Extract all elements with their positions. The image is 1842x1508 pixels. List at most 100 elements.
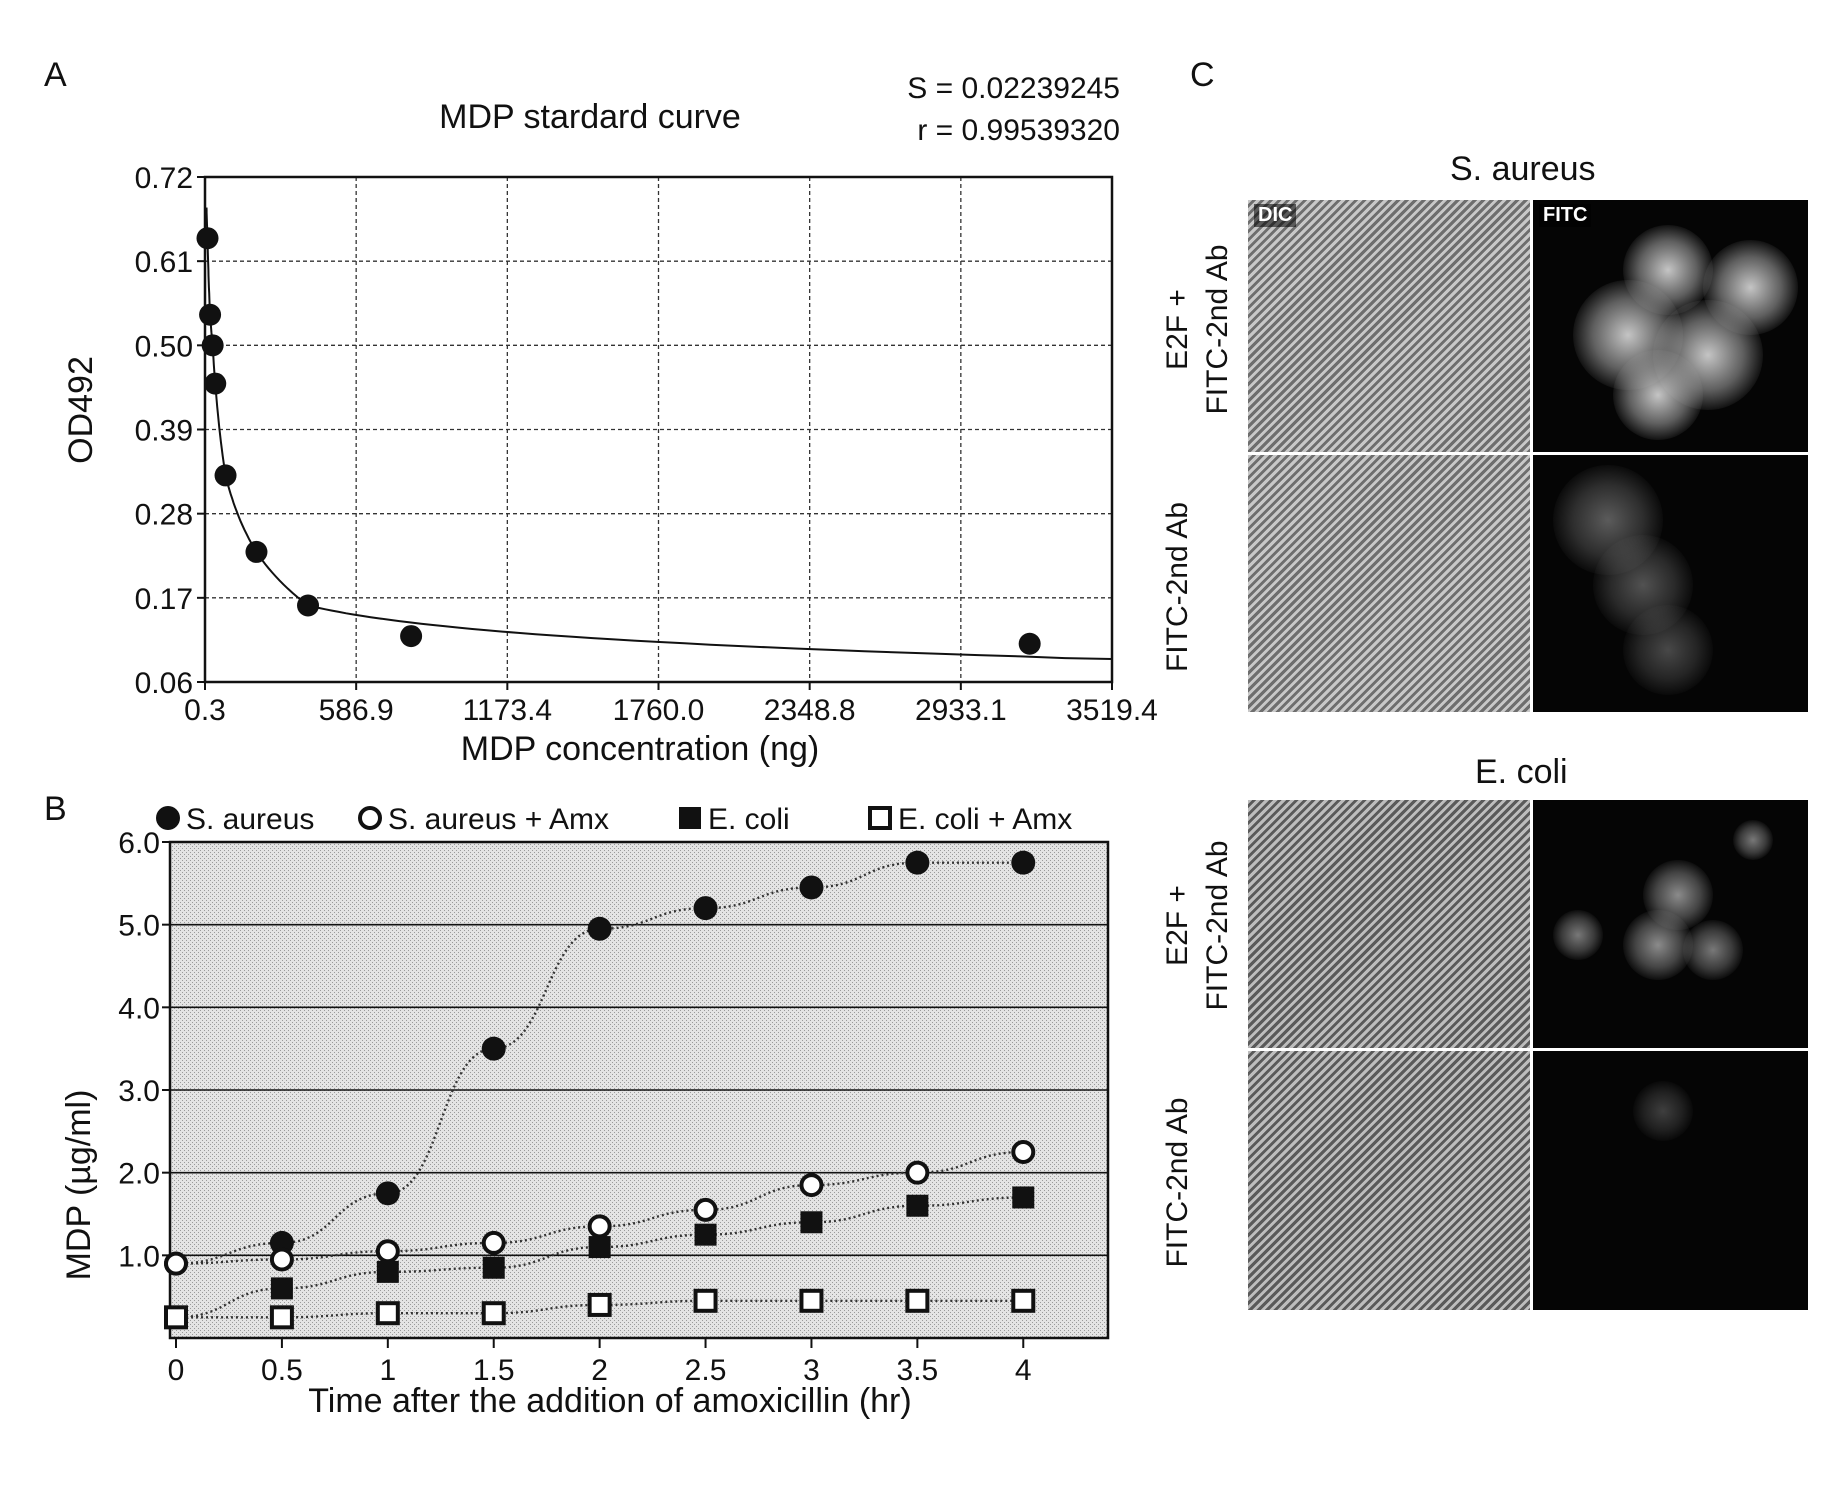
legend-label: E. coli <box>708 803 790 836</box>
row-label-line2: FITC-2nd Ab <box>1198 207 1238 452</box>
x-tick-label: 2 <box>591 1354 608 1387</box>
data-point <box>696 1291 716 1311</box>
micrograph-e-coli-dic-2 <box>1248 1051 1530 1310</box>
data-point <box>590 1295 610 1315</box>
data-point <box>166 1254 186 1274</box>
row-label-e-coli-2: FITC-2nd Ab <box>1158 1055 1198 1310</box>
x-tick-label: 1 <box>379 1354 396 1387</box>
data-point <box>204 373 226 395</box>
data-point <box>482 1037 506 1061</box>
x-tick-label: 2.5 <box>685 1354 727 1387</box>
legend-label: S. aureus + Amx <box>388 803 609 836</box>
group-title-e-coli: E. coli <box>1475 753 1568 792</box>
data-point <box>377 1261 399 1283</box>
chart-a-ylabel: OD492 <box>62 356 100 464</box>
fluorescence-spot <box>1553 910 1603 960</box>
fluorescence-spot <box>1613 350 1703 440</box>
x-tick-label: 3 <box>803 1354 820 1387</box>
row-label-line2: FITC-2nd Ab <box>1198 803 1238 1048</box>
row-label-line1: E2F + <box>1158 207 1198 452</box>
x-tick-label: 4 <box>1015 1354 1032 1387</box>
data-point <box>907 1163 927 1183</box>
legend-marker <box>156 806 180 830</box>
y-tick-label: 0.50 <box>135 330 193 363</box>
y-tick-label: 1.0 <box>118 1240 160 1273</box>
x-tick-label: 1173.4 <box>463 694 553 727</box>
data-point <box>483 1257 505 1279</box>
micrograph-s-aureus-dic-1: DIC <box>1248 200 1530 452</box>
chart-a-xlabel: MDP concentration (ng) <box>461 730 819 768</box>
data-point <box>588 917 612 941</box>
data-point <box>484 1233 504 1253</box>
data-point <box>271 1277 293 1299</box>
fluorescence-spot <box>1623 605 1713 695</box>
x-tick-label: 1760.0 <box>613 694 705 727</box>
y-tick-label: 5.0 <box>118 910 160 943</box>
chart-b-xlabel: Time after the addition of amoxicillin (… <box>308 1382 911 1420</box>
data-point <box>1019 633 1041 655</box>
data-point <box>694 896 718 920</box>
x-tick-label: 0.5 <box>261 1354 303 1387</box>
y-tick-label: 0.72 <box>135 162 193 195</box>
micrograph-e-coli-fitc-1 <box>1533 800 1808 1048</box>
fit-curve <box>207 208 1113 659</box>
data-point <box>272 1307 292 1327</box>
data-point <box>297 594 319 616</box>
chart-a-stat-r: r = 0.99539320 <box>917 114 1120 147</box>
legend-label: S. aureus <box>186 803 314 836</box>
chart-b: MDP (µg/ml) Time after the addition of a… <box>0 770 1180 1470</box>
legend-marker <box>870 808 890 828</box>
chart-a: MDP stardard curve S = 0.02239245 r = 0.… <box>0 0 1180 780</box>
fluorescence-spot <box>1683 920 1743 980</box>
data-point <box>400 625 422 647</box>
data-point <box>801 1175 821 1195</box>
data-point <box>376 1181 400 1205</box>
chart-a-title: MDP stardard curve <box>439 98 741 136</box>
y-tick-label: 0.28 <box>135 499 193 532</box>
x-tick-label: 2348.8 <box>764 694 856 727</box>
y-tick-label: 0.61 <box>135 246 193 279</box>
data-point <box>272 1249 292 1269</box>
fluorescence-spot <box>1733 820 1773 860</box>
data-point <box>245 541 267 563</box>
row-label-e-coli-1: E2F + FITC-2nd Ab <box>1158 803 1238 1048</box>
data-point <box>378 1303 398 1323</box>
channel-tag-dic: DIC <box>1254 204 1296 227</box>
legend-marker <box>679 807 701 829</box>
panel-c-label: C <box>1190 56 1215 95</box>
x-tick-label: 0 <box>168 1354 185 1387</box>
data-point <box>166 1307 186 1327</box>
data-point <box>695 1224 717 1246</box>
chart-b-ylabel: MDP (µg/ml) <box>60 1090 98 1281</box>
data-point <box>378 1241 398 1261</box>
micrograph-s-aureus-dic-2 <box>1248 455 1530 712</box>
data-point <box>906 1195 928 1217</box>
data-point <box>484 1303 504 1323</box>
micrograph-e-coli-fitc-2 <box>1533 1051 1808 1310</box>
y-tick-label: 0.06 <box>135 667 193 700</box>
group-title-s-aureus: S. aureus <box>1450 150 1596 189</box>
y-tick-label: 2.0 <box>118 1158 160 1191</box>
data-point <box>905 851 929 875</box>
data-point <box>907 1291 927 1311</box>
row-label-line2: FITC-2nd Ab <box>1158 462 1198 712</box>
y-tick-label: 0.17 <box>135 583 193 616</box>
legend-label: E. coli + Amx <box>898 803 1072 836</box>
y-tick-label: 6.0 <box>118 827 160 860</box>
data-point <box>1013 1291 1033 1311</box>
data-point <box>202 334 224 356</box>
row-label-line1: E2F + <box>1158 803 1198 1048</box>
x-tick-label: 586.9 <box>319 694 394 727</box>
legend-marker <box>360 808 380 828</box>
x-tick-label: 1.5 <box>473 1354 515 1387</box>
row-label-s-aureus-1: E2F + FITC-2nd Ab <box>1158 207 1238 452</box>
data-point <box>801 1291 821 1311</box>
x-tick-label: 2933.1 <box>915 694 1007 727</box>
y-tick-label: 3.0 <box>118 1075 160 1108</box>
x-tick-label: 3519.4 <box>1066 694 1158 727</box>
row-label-line2: FITC-2nd Ab <box>1158 1055 1198 1310</box>
data-point <box>589 1236 611 1258</box>
data-point <box>199 304 221 326</box>
data-point <box>215 464 237 486</box>
data-point <box>1011 851 1035 875</box>
